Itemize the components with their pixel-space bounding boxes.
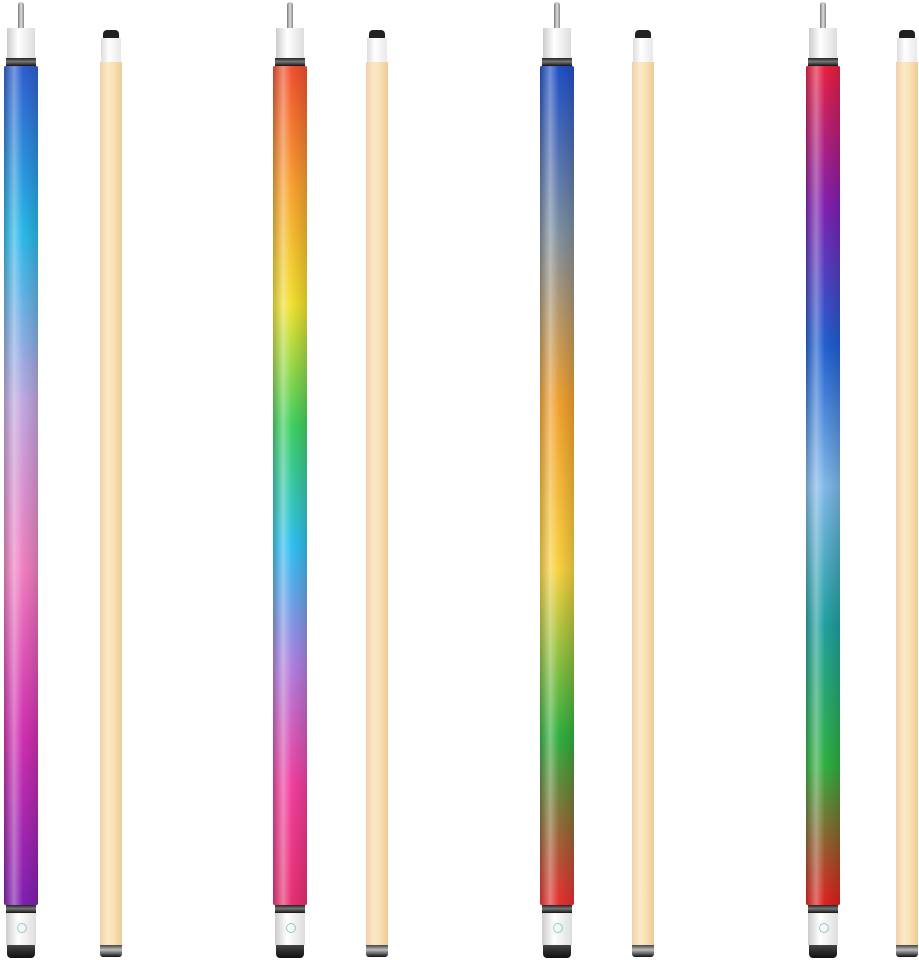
joint-collar [809, 28, 837, 58]
bumper [543, 945, 571, 958]
joint-pin [287, 2, 293, 30]
ferrule [367, 38, 387, 62]
joint-collar [543, 28, 571, 58]
joint-pin [18, 2, 24, 30]
cue-butt [540, 0, 574, 960]
shaft-joint-ring [632, 945, 654, 957]
cue-tip [635, 30, 651, 38]
joint-pin [554, 2, 560, 30]
cue-butt-gradient [540, 66, 574, 905]
butt-ring [542, 905, 572, 913]
ferrule [633, 38, 653, 62]
shaft-joint-ring [366, 945, 388, 957]
logo-icon [17, 923, 27, 933]
shaft-joint-ring [100, 945, 122, 957]
cue-butt [273, 0, 307, 960]
maple-shaft [366, 62, 388, 945]
maple-shaft [632, 62, 654, 945]
logo-icon [819, 923, 829, 933]
cue-shaft [896, 0, 918, 960]
cue-shaft [100, 0, 122, 960]
joint-collar [7, 28, 35, 58]
joint-collar [276, 28, 304, 58]
maple-shaft [100, 62, 122, 945]
cue-butt [4, 0, 38, 960]
bumper [809, 945, 837, 958]
bumper [276, 945, 304, 958]
logo-icon [553, 923, 563, 933]
ferrule [897, 38, 917, 62]
butt-ring [808, 905, 838, 913]
joint-pin [820, 2, 826, 30]
joint-ring [808, 58, 838, 66]
cue-butt [806, 0, 840, 960]
cue-tip [369, 30, 385, 38]
shaft-joint-ring [896, 945, 918, 957]
cue-butt-gradient [4, 66, 38, 905]
butt-ring [6, 905, 36, 913]
cue-shaft [366, 0, 388, 960]
cue-shaft [632, 0, 654, 960]
cue-butt-gradient [273, 66, 307, 905]
joint-ring [542, 58, 572, 66]
cue-butt-gradient [806, 66, 840, 905]
cue-tip [899, 30, 915, 38]
cue-tip [103, 30, 119, 38]
butt-cap [275, 913, 305, 945]
butt-cap [808, 913, 838, 945]
joint-ring [275, 58, 305, 66]
ferrule [101, 38, 121, 62]
butt-ring [275, 905, 305, 913]
logo-icon [286, 923, 296, 933]
joint-ring [6, 58, 36, 66]
butt-cap [6, 913, 36, 945]
bumper [7, 945, 35, 958]
maple-shaft [896, 62, 918, 945]
butt-cap [542, 913, 572, 945]
